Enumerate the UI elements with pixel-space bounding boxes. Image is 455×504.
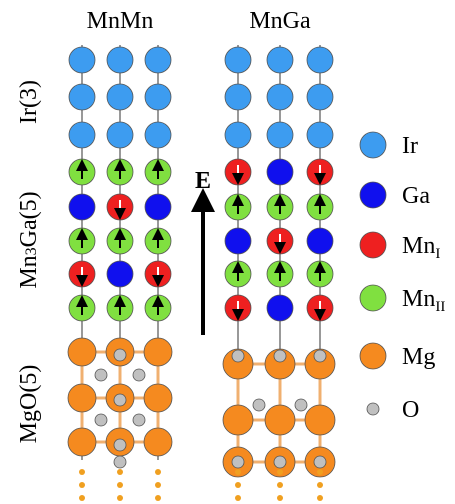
atom [314, 350, 326, 362]
atom [145, 194, 171, 220]
continuation-dot [79, 482, 85, 488]
legend-label: O [402, 397, 419, 423]
atom [69, 84, 95, 110]
continuation-dot [79, 469, 85, 475]
atom [265, 405, 295, 435]
continuation-dot [117, 482, 123, 488]
legend-label: Mg [402, 344, 435, 370]
atom [144, 338, 172, 366]
atom [69, 47, 95, 73]
atom [223, 405, 253, 435]
legend-marker [367, 403, 379, 415]
atom [95, 414, 107, 426]
atom [114, 439, 126, 451]
atom [267, 47, 293, 73]
atom [225, 228, 251, 254]
atom [307, 228, 333, 254]
atom [314, 456, 326, 468]
legend-text: O [402, 397, 419, 423]
atom [253, 399, 265, 411]
atom [95, 369, 107, 381]
atom [145, 84, 171, 110]
atom [107, 84, 133, 110]
legend-marker [360, 343, 386, 369]
continuation-dot [277, 469, 283, 475]
continuation-dot [317, 469, 323, 475]
atom [133, 369, 145, 381]
layer-label: Ir(3) [16, 80, 42, 124]
atom [107, 261, 133, 287]
figure: MnMn MnGa Ir(3) Mn3Ga(5) MgO(5) E IrGaMn… [0, 0, 455, 504]
atom [144, 384, 172, 412]
atom [68, 384, 96, 412]
legend-text: Mn [402, 286, 435, 312]
legend-text: Mn [402, 233, 435, 259]
atom [307, 47, 333, 73]
atom [232, 350, 244, 362]
atom [295, 399, 307, 411]
legend-label: MnI [402, 233, 440, 262]
atom [144, 428, 172, 456]
legend-text: Mg [402, 344, 435, 370]
atom [267, 295, 293, 321]
legend-marker [360, 182, 386, 208]
continuation-dot [117, 495, 123, 501]
continuation-dot [235, 495, 241, 501]
legend-text: Ir [402, 133, 418, 159]
legend-label: Ir [402, 133, 418, 159]
atom [274, 350, 286, 362]
atom [114, 349, 126, 361]
atom [274, 456, 286, 468]
legend-marker [360, 232, 386, 258]
atom [267, 84, 293, 110]
atom [69, 194, 95, 220]
atom [305, 405, 335, 435]
atom [145, 47, 171, 73]
continuation-dot [277, 482, 283, 488]
atom [114, 394, 126, 406]
legend-subscript: II [435, 299, 445, 315]
continuation-dot [235, 482, 241, 488]
continuation-dot [317, 495, 323, 501]
atom [114, 456, 126, 468]
legend-marker [360, 132, 386, 158]
continuation-dot [155, 495, 161, 501]
atom [68, 428, 96, 456]
atom [107, 47, 133, 73]
atom [225, 47, 251, 73]
atom [225, 122, 251, 148]
atom [107, 122, 133, 148]
column-title: MnMn [87, 8, 154, 34]
atom [307, 84, 333, 110]
atom [232, 456, 244, 468]
legend-label: MnII [402, 286, 445, 315]
atom [133, 414, 145, 426]
atom [267, 159, 293, 185]
field-label: E [195, 168, 211, 194]
continuation-dot [277, 495, 283, 501]
atom [145, 122, 171, 148]
column-title: MnGa [249, 8, 311, 34]
continuation-dot [79, 495, 85, 501]
atom [307, 122, 333, 148]
legend-label: Ga [402, 183, 430, 209]
layer-label: MgO(5) [16, 365, 42, 444]
continuation-dot [155, 469, 161, 475]
continuation-dot [117, 469, 123, 475]
legend-text: Ga [402, 183, 430, 209]
atom [68, 338, 96, 366]
legend-marker [360, 285, 386, 311]
continuation-dot [317, 482, 323, 488]
layer-label: Mn3Ga(5) [16, 191, 42, 288]
continuation-dot [235, 469, 241, 475]
legend-subscript: I [435, 246, 440, 262]
atom [69, 122, 95, 148]
continuation-dot [155, 482, 161, 488]
atom [267, 122, 293, 148]
atom [225, 84, 251, 110]
